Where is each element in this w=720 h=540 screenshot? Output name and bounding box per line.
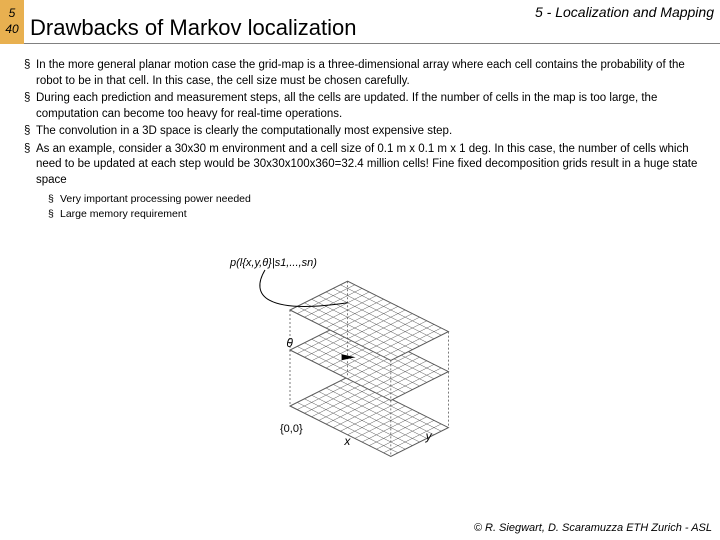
- sub-bullet-item: Large memory requirement: [48, 207, 708, 222]
- bullet-item: In the more general planar motion case t…: [24, 58, 708, 89]
- svg-text:{0,0}: {0,0}: [280, 423, 303, 435]
- svg-text:y: y: [425, 429, 433, 443]
- grid-figure: p(l{x,y,θ}|s1,...,sn) θ x y {0,0}: [12, 240, 708, 470]
- slide-title: Drawbacks of Markov localization: [30, 15, 356, 41]
- svg-text:x: x: [343, 434, 351, 448]
- grid-svg: p(l{x,y,θ}|s1,...,sn) θ x y {0,0}: [210, 240, 510, 470]
- bullet-item: As an example, consider a 30x30 m enviro…: [24, 142, 708, 189]
- main-bullet-list: In the more general planar motion case t…: [12, 58, 708, 188]
- header-bar: 5 - Localization and Mapping 5 40 Drawba…: [0, 0, 720, 44]
- svg-text:θ: θ: [286, 335, 293, 349]
- bullet-item: The convolution in a 3D space is clearly…: [24, 124, 708, 140]
- page-top-num: 5: [9, 6, 16, 22]
- chapter-label: 5 - Localization and Mapping: [535, 4, 714, 20]
- svg-text:p(l{x,y,θ}|s1,...,sn): p(l{x,y,θ}|s1,...,sn): [229, 257, 317, 269]
- sub-bullet-list: Very important processing power needed L…: [12, 192, 708, 221]
- content-area: In the more general planar motion case t…: [0, 44, 720, 470]
- page-bottom-num: 40: [5, 22, 18, 38]
- footer-credit: © R. Siegwart, D. Scaramuzza ETH Zurich …: [474, 522, 712, 534]
- sub-bullet-item: Very important processing power needed: [48, 192, 708, 207]
- page-number-box: 5 40: [0, 0, 24, 44]
- bullet-item: During each prediction and measurement s…: [24, 91, 708, 122]
